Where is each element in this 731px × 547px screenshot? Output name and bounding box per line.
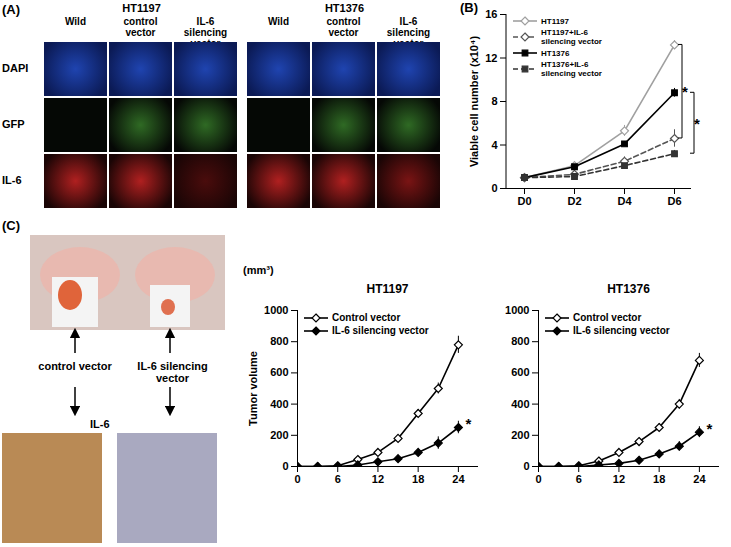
svg-text:600: 600 [511,366,529,378]
svg-text:0: 0 [294,473,300,485]
html-text:DAPI: DAPI [2,62,29,74]
svg-text:6: 6 [335,473,341,485]
svg-text:12: 12 [485,52,497,64]
html-text:GFP: GFP [2,118,25,130]
svg-text:600: 600 [270,366,288,378]
svg-text:*: * [706,420,712,437]
svg-text:18: 18 [653,473,665,485]
svg-text:0: 0 [535,473,541,485]
html-text:HT1376: HT1376 [541,48,570,58]
svg-text:*: * [694,115,700,132]
svg-text:Tumor volume: Tumor volume [247,351,259,426]
svg-text:400: 400 [270,398,288,410]
html-text:HT1197: HT1197 [122,2,161,14]
svg-text:4: 4 [491,139,498,151]
html-text:IL-6 silencing vector: IL-6 silencing vector [332,325,429,336]
html-text:IL-6 silencing vector: IL-6 silencing vector [386,16,431,49]
html-text:control vector: control vector [326,16,361,38]
svg-text:Viable cell number (x10⁴): Viable cell number (x10⁴) [468,36,480,168]
svg-text:D2: D2 [567,195,581,207]
svg-text:800: 800 [511,335,529,347]
html-text:HT1376: HT1376 [324,2,365,14]
svg-text:0: 0 [282,460,288,472]
html-text:HT1197: HT1197 [366,282,409,296]
svg-text:12: 12 [372,473,384,485]
html-text:control vector: control vector [38,360,112,372]
svg-text:12: 12 [613,473,625,485]
svg-text:1000: 1000 [505,304,529,316]
svg-text:D4: D4 [617,195,632,207]
html-text:Control vector: Control vector [573,312,642,323]
html-text:control vector: control vector [123,16,158,38]
svg-text:*: * [465,415,471,432]
svg-text:6: 6 [576,473,582,485]
html-text:IL-6 silencing vector: IL-6 silencing vector [137,360,208,384]
svg-text:0: 0 [491,182,497,194]
html-text:(A): (A) [2,2,20,17]
html-text:HT1197: HT1197 [541,16,569,26]
html-text:(B): (B) [460,0,478,15]
svg-text:1000: 1000 [264,304,288,316]
svg-text:400: 400 [511,398,529,410]
svg-text:*: * [682,83,688,100]
html-text:(mm³): (mm³) [243,264,274,276]
svg-text:800: 800 [270,335,288,347]
html-text:HT1376: HT1376 [607,282,650,296]
html-text:HT1197+IL-6 silencing vector: HT1197+IL-6 silencing vector [541,28,602,46]
svg-text:16: 16 [485,8,497,20]
svg-text:24: 24 [693,473,706,485]
html-text:Wild: Wild [268,16,289,27]
html-text:Wild: Wild [65,16,86,27]
html-text:IL-6: IL-6 [90,418,110,430]
svg-text:200: 200 [511,429,529,441]
svg-text:24: 24 [452,473,465,485]
svg-text:200: 200 [270,429,288,441]
html-text:HT1376+IL-6 silencing vector: HT1376+IL-6 silencing vector [541,60,602,78]
svg-text:8: 8 [491,95,497,107]
svg-text:D6: D6 [667,195,681,207]
html-text:IL-6 silencing vector: IL-6 silencing vector [573,325,670,336]
svg-text:0: 0 [523,460,529,472]
svg-text:18: 18 [412,473,424,485]
html-text:IL-6 silencing vector: IL-6 silencing vector [183,16,228,49]
html-text:(C): (C) [2,218,20,233]
html-text:Control vector: Control vector [332,312,401,323]
html-text:IL-6: IL-6 [2,174,22,186]
svg-text:D0: D0 [517,195,531,207]
